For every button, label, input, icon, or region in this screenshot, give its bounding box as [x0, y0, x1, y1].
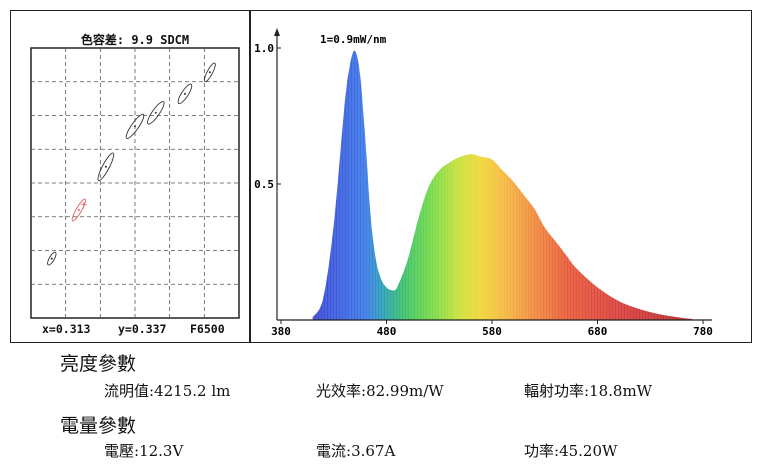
macadam-ellipse	[177, 83, 193, 105]
power-param: 功率:45.20W	[524, 440, 617, 461]
macadam-ellipse	[71, 198, 86, 222]
x-tick-label: 680	[588, 325, 608, 338]
ellipse-center-point	[134, 125, 136, 128]
ellipse-center-point	[50, 257, 53, 260]
ellipse-center-point	[154, 111, 157, 114]
x-coordinate-label: x=0.313	[42, 322, 91, 336]
efficacy-value: 82.99m/W	[366, 382, 444, 400]
x-tick-label: 780	[693, 325, 713, 338]
macadam-ellipse	[203, 62, 216, 83]
current-param: 電流:3.67A	[316, 440, 395, 461]
measured-point-marker: +	[80, 201, 88, 211]
macadam-ellipse	[47, 251, 57, 266]
efficacy-param: 光效率:82.99m/W	[316, 380, 444, 401]
ellipse-center-point	[104, 165, 107, 168]
macadam-ellipse	[125, 113, 145, 139]
y-tick-label: 1.0	[254, 42, 274, 55]
lumen-param: 流明值:4215.2 lm	[104, 380, 230, 401]
lumen-label: 流明值:	[104, 382, 155, 400]
spectrum-area	[312, 50, 693, 320]
ellipse-center-point	[183, 92, 186, 95]
color-tolerance-title: 色容差: 9.9 SDCM	[80, 33, 190, 47]
macadam-ellipse	[147, 101, 165, 125]
power-value: 45.20W	[559, 442, 618, 460]
ellipse-center-point	[208, 71, 211, 74]
reference-label: F6500	[190, 322, 225, 336]
spectrum-stripes	[313, 50, 693, 320]
y-tick-label: 0.5	[254, 178, 274, 191]
y-coordinate-label: y=0.337	[118, 322, 167, 336]
voltage-param: 電壓:12.3V	[104, 440, 183, 461]
macadam-ellipses: +	[47, 62, 216, 266]
efficacy-label: 光效率:	[316, 382, 367, 400]
radiant-power-label: 輻射功率:	[524, 382, 590, 400]
x-tick-label: 480	[377, 325, 397, 338]
macadam-ellipse	[97, 152, 115, 182]
current-value: 3.67A	[351, 442, 396, 460]
voltage-label: 電壓:	[104, 442, 140, 460]
lumen-value: 4215.2 lm	[154, 382, 231, 400]
unit-annotation: 1=0.9mW/nm	[320, 33, 387, 46]
ellipse-center-point	[77, 209, 80, 211]
radiant-power-value: 18.8mW	[589, 382, 653, 400]
luminance-section-title: 亮度參數	[60, 353, 137, 375]
chromaticity-grid	[31, 48, 239, 318]
x-tick-labels: 380 480 580 680 780	[271, 320, 713, 338]
panel-divider	[249, 10, 251, 343]
electrical-section-title: 電量參數	[60, 415, 137, 437]
power-label: 功率:	[524, 442, 560, 460]
x-tick-label: 380	[271, 325, 291, 338]
x-tick-label: 580	[482, 325, 502, 338]
radiant-power-param: 輻射功率:18.8mW	[524, 380, 652, 401]
current-label: 電流:	[316, 442, 352, 460]
y-axis-arrow	[274, 28, 280, 36]
voltage-value: 12.3V	[139, 442, 184, 460]
y-tick-labels: 1.0 0.5	[254, 42, 281, 191]
